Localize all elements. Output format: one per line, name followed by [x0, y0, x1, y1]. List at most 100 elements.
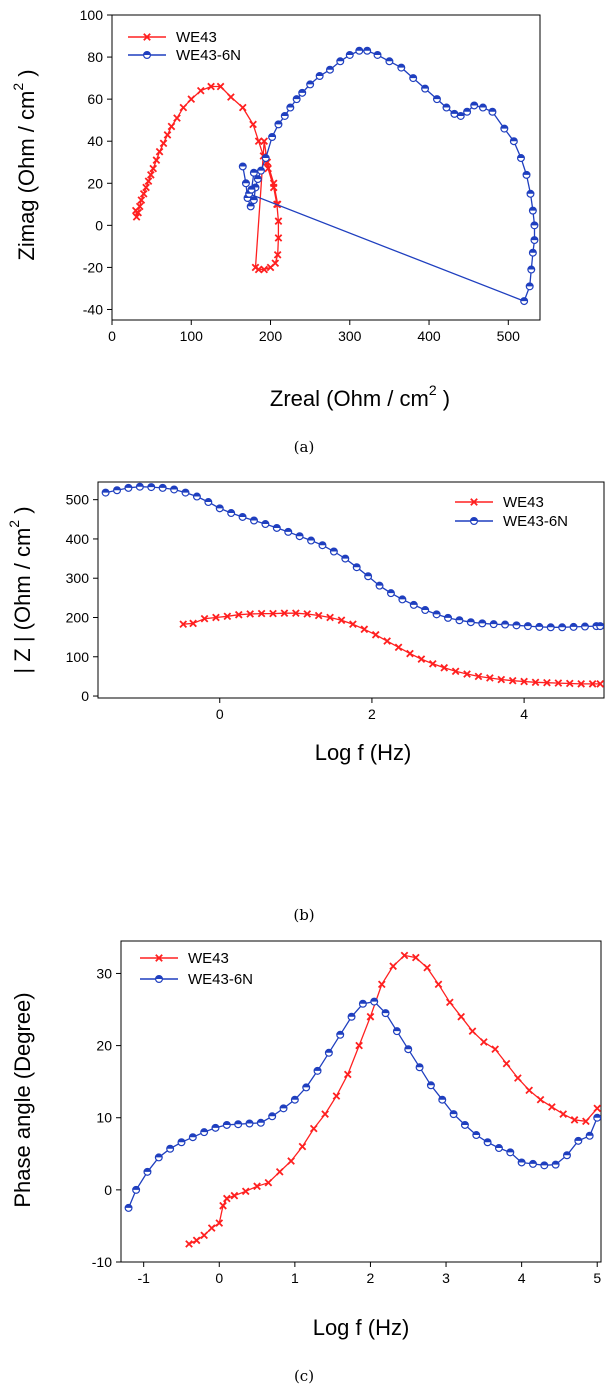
data-point [124, 1203, 133, 1212]
data-point [392, 1027, 401, 1036]
data-point [154, 1153, 163, 1162]
data-point [543, 678, 551, 687]
data-point [528, 248, 537, 257]
y-tick-label: 200 [66, 609, 90, 625]
data-point [530, 236, 539, 245]
x-tick-label: 400 [417, 328, 441, 344]
data-point [336, 57, 345, 66]
x-tick-label: 300 [338, 328, 362, 344]
y-tick-label: 100 [80, 7, 104, 23]
data-point [386, 589, 395, 598]
data-point [144, 177, 153, 186]
data-point [593, 1113, 601, 1122]
x-tick-label: -1 [137, 1270, 150, 1286]
data-point [187, 95, 196, 103]
data-point [347, 1012, 356, 1021]
data-point [196, 86, 205, 95]
data-point [486, 674, 494, 682]
data-point [325, 65, 334, 74]
data-point [189, 619, 197, 628]
data-point [535, 622, 544, 631]
data-point [302, 1083, 311, 1092]
data-point [284, 527, 293, 536]
data-point [124, 483, 133, 492]
x-tick-label: 2 [368, 706, 376, 722]
data-point [227, 93, 235, 101]
data-point [227, 509, 236, 518]
data-point [428, 659, 437, 668]
data-point [253, 175, 262, 184]
data-point [355, 1041, 363, 1050]
data-point [135, 482, 144, 491]
data-point [269, 609, 277, 618]
data-point [432, 95, 441, 104]
data-point [254, 137, 263, 146]
data-point [266, 263, 275, 272]
data-point [527, 265, 536, 274]
data-point [275, 1167, 284, 1176]
data-point [438, 1095, 447, 1104]
data-point [577, 680, 586, 688]
data-point [309, 1124, 318, 1133]
data-point [516, 154, 525, 163]
data-point [253, 1182, 261, 1191]
data-point [491, 1045, 500, 1054]
data-point [279, 1104, 288, 1113]
y-tick-label: 400 [66, 531, 90, 547]
data-point [456, 111, 465, 120]
data-point [500, 124, 509, 133]
data-point [155, 147, 164, 156]
data-point [200, 614, 209, 623]
data-point [373, 50, 382, 59]
data-point [385, 57, 394, 66]
data-point [415, 1063, 424, 1072]
data-point [455, 616, 464, 625]
data-point [417, 655, 426, 663]
data-point [546, 623, 555, 632]
data-point [497, 675, 506, 684]
legend-label: WE43 [188, 950, 229, 967]
data-point [411, 953, 420, 962]
data-point [159, 139, 168, 148]
data-point [204, 498, 213, 507]
data-point [479, 1038, 488, 1046]
data-point [234, 1120, 243, 1129]
legend-marker [143, 50, 152, 59]
y-tick-label: 0 [104, 1182, 112, 1198]
data-point [536, 1095, 545, 1104]
data-point [559, 1110, 568, 1118]
data-point [280, 609, 289, 618]
data-point [551, 1160, 560, 1169]
data-point [249, 196, 258, 205]
data-point [298, 1142, 307, 1151]
data-point [143, 1167, 152, 1176]
data-point [596, 622, 604, 631]
data-point [463, 107, 472, 116]
x-tick-label: 5 [593, 1270, 601, 1286]
data-point [132, 213, 141, 221]
data-point [246, 610, 255, 618]
data-point [377, 980, 386, 989]
data-point [280, 111, 289, 120]
data-point [526, 189, 535, 198]
data-point [421, 84, 430, 93]
data-point [134, 208, 142, 217]
data-point [101, 488, 110, 497]
y-tick-label: 20 [87, 175, 103, 191]
x-tick-label: 0 [108, 328, 116, 344]
data-point [337, 616, 346, 625]
y-tick-label: 80 [87, 49, 103, 65]
data-point [211, 1123, 220, 1132]
data-point [313, 1066, 322, 1075]
data-point [268, 133, 277, 142]
y-tick-label: 20 [96, 1038, 112, 1054]
data-point [307, 536, 316, 545]
data-point [245, 1119, 254, 1128]
data-point [562, 1151, 571, 1160]
data-point [251, 263, 260, 272]
y-axis-title: Zimag (Ohm / cm2 ) [10, 69, 39, 260]
data-point [200, 1231, 208, 1240]
y-tick-label: 100 [66, 649, 90, 665]
data-point [468, 1027, 477, 1036]
